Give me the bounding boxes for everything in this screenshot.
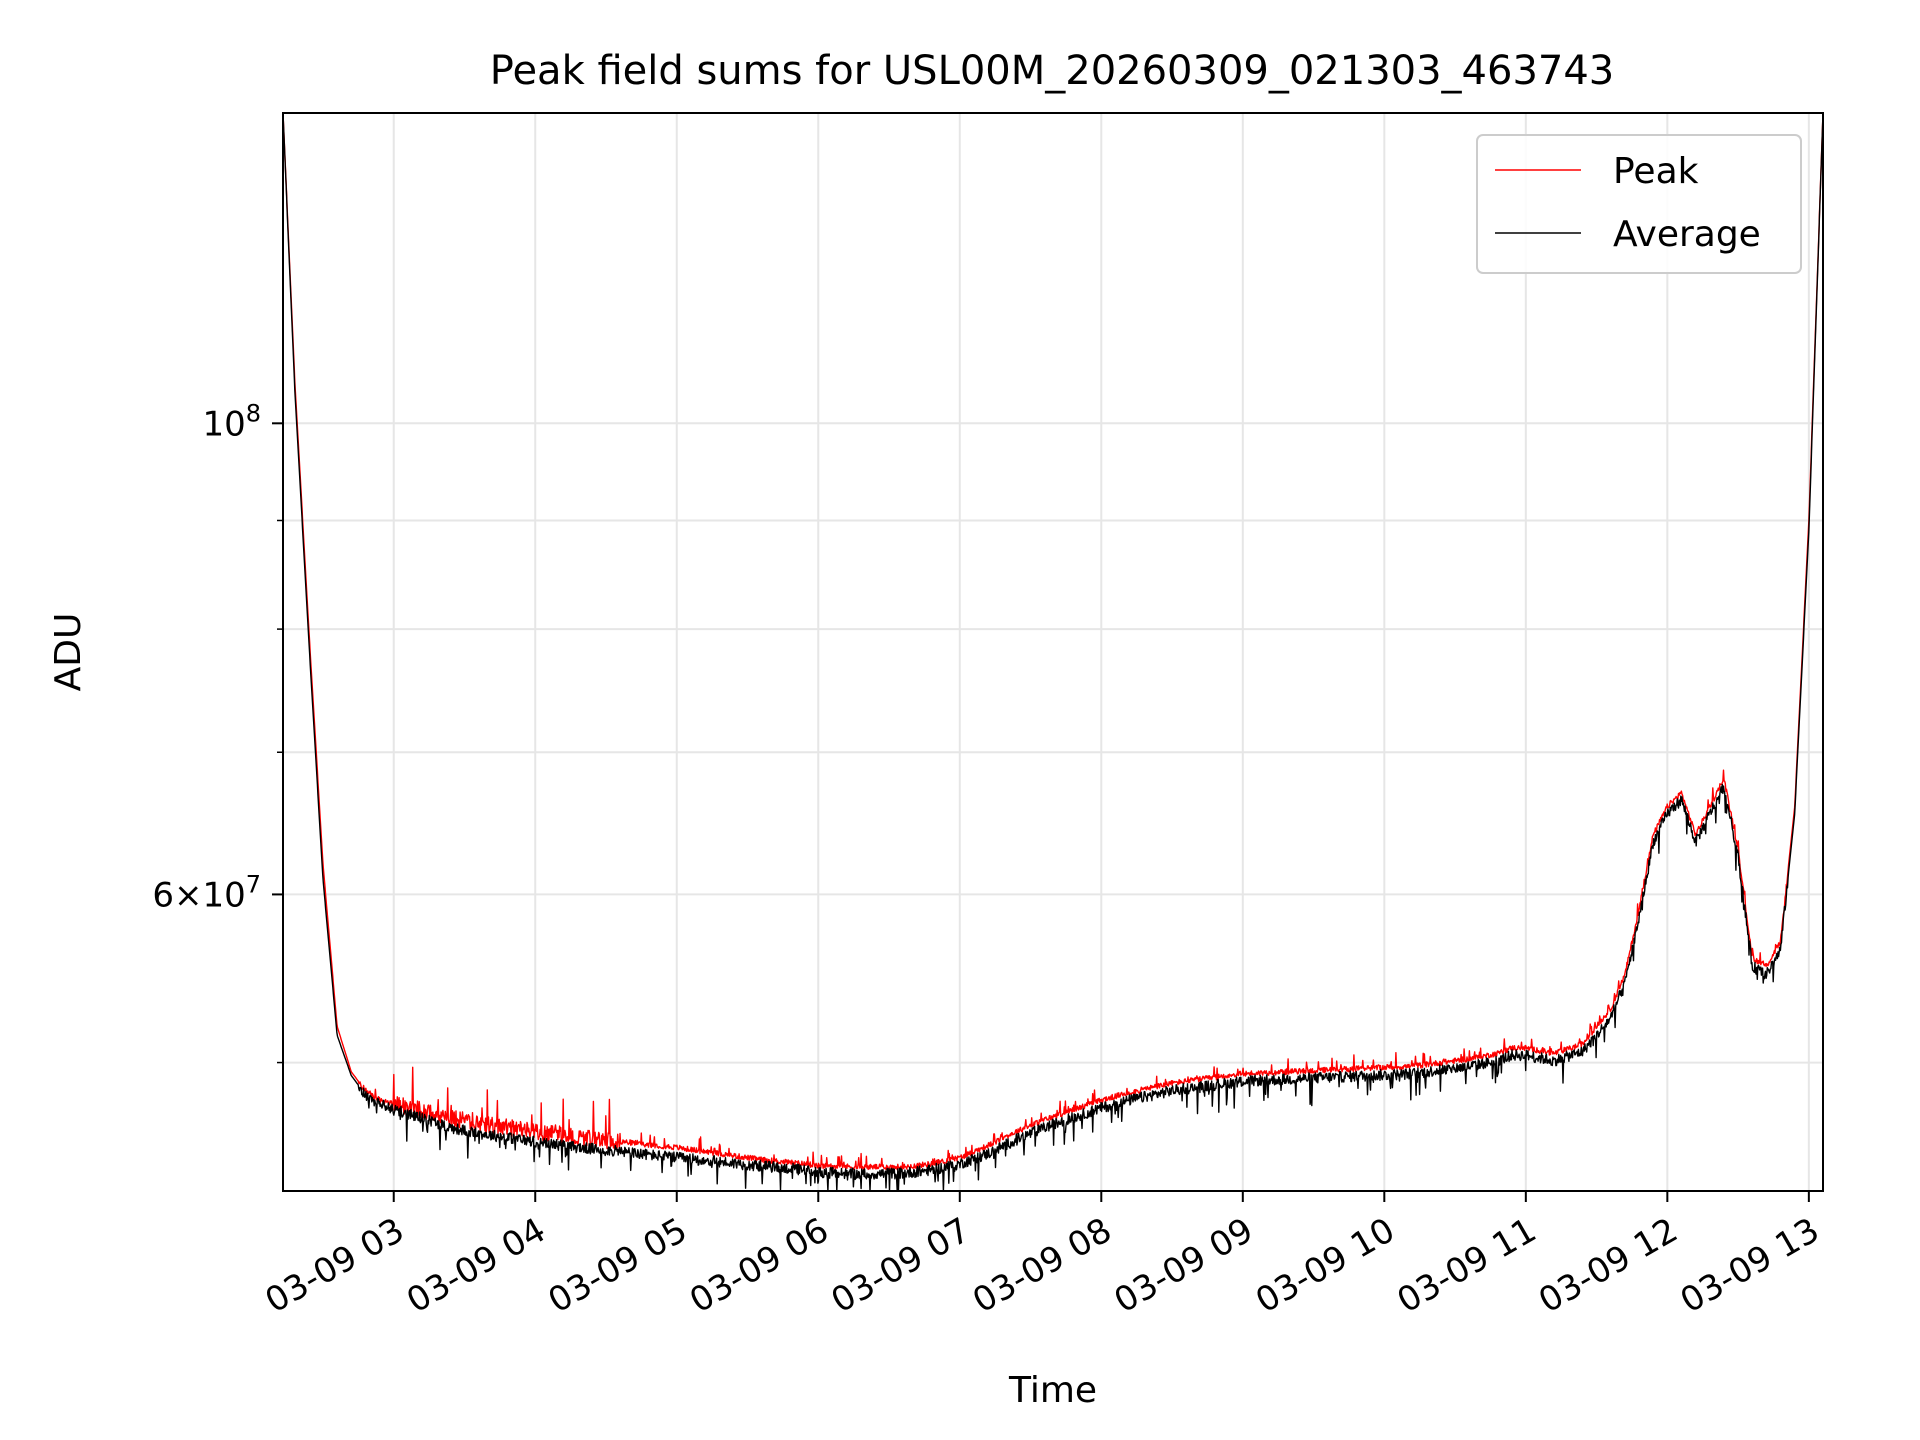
legend: Peak Average xyxy=(1476,134,1802,274)
series-line-peak xyxy=(282,112,1824,1171)
x-axis-label: Time xyxy=(1008,1370,1097,1411)
legend-average-label: Average xyxy=(1613,214,1761,255)
grid-lines xyxy=(283,113,1823,1191)
plot-lines xyxy=(282,112,1824,1192)
y-tick-label: 6×107 xyxy=(152,870,261,915)
y-axis-label: ADU xyxy=(48,613,89,692)
y-axis: 108 6×107 xyxy=(152,399,283,1064)
chart-title: Peak field sums for USL00M_20260309_0213… xyxy=(490,48,1615,94)
y-tick-label: 108 xyxy=(202,399,261,444)
legend-peak-label: Peak xyxy=(1613,151,1699,192)
plot-frame xyxy=(282,112,1824,1192)
series-line-average xyxy=(282,112,1824,1192)
